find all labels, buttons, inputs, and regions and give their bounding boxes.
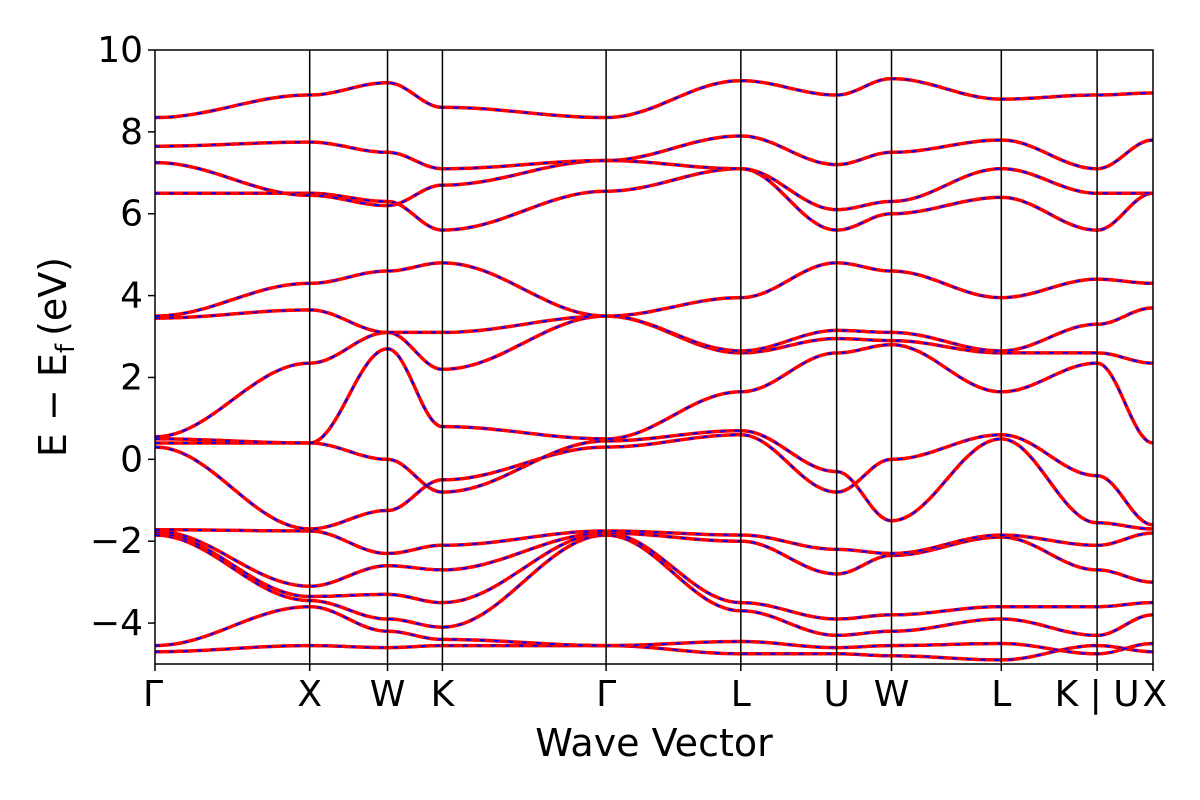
band-line-red-0 — [155, 643, 1153, 662]
band-line-blue-9 — [155, 315, 1153, 438]
x-tick-label-10: X — [1142, 674, 1167, 715]
band-line-blue-7 — [155, 429, 1153, 530]
y-tick-label-0: −4 — [90, 603, 143, 644]
x-tick-label-4: Γ — [596, 674, 616, 715]
x-tick-label-8: L — [991, 674, 1011, 715]
band-line-red-7 — [155, 428, 1153, 531]
band-line-blue-15 — [155, 77, 1153, 119]
band-line-red-15 — [155, 76, 1153, 120]
x-tick-label-3: K — [431, 674, 456, 715]
band-line-red-12 — [155, 166, 1153, 232]
band-line-blue-6 — [155, 433, 1153, 530]
band-line-red-4 — [155, 529, 1153, 588]
plot-frame — [154, 49, 1154, 665]
band-line-red-11 — [155, 261, 1153, 318]
band-line-red-10 — [155, 306, 1153, 353]
band-line-red-9 — [155, 314, 1153, 439]
y-tick-label-5: 6 — [120, 194, 143, 235]
band-line-blue-13 — [155, 159, 1153, 211]
x-tick-label-9: K | U — [1055, 674, 1140, 715]
x-tick-label-0: Γ — [143, 674, 163, 715]
band-line-blue-12 — [155, 167, 1153, 232]
y-tick-label-2: 0 — [120, 439, 143, 480]
y-axis-title-unit: (eV) — [31, 257, 75, 336]
band-line-red-6 — [155, 433, 1153, 531]
band-line-blue-2 — [155, 534, 1153, 637]
band-line-blue-11 — [155, 261, 1153, 318]
y-axis-title-main: E − E — [31, 353, 75, 457]
band-line-blue-4 — [155, 530, 1153, 588]
x-axis-title: Wave Vector — [535, 721, 773, 765]
x-tick-label-7: W — [874, 674, 910, 715]
y-tick-label-1: −2 — [90, 521, 143, 562]
y-axis-ticks: −4 −2 0 2 4 6 8 10 — [90, 30, 155, 644]
x-tick-label-1: X — [297, 674, 322, 715]
y-axis-title: E − Ef (eV) — [31, 257, 81, 457]
kpoint-divider-lines — [308, 50, 1098, 664]
bands-layer — [155, 76, 1153, 662]
band-line-red-8 — [155, 342, 1153, 445]
x-tick-label-5: L — [731, 674, 751, 715]
y-tick-label-4: 4 — [120, 276, 143, 317]
y-axis-title-subscript: f — [51, 343, 81, 353]
x-tick-label-2: W — [370, 674, 406, 715]
y-tick-label-3: 2 — [120, 357, 143, 398]
band-line-blue-10 — [155, 306, 1153, 352]
y-tick-label-6: 8 — [120, 112, 143, 153]
x-tick-label-6: U — [823, 674, 849, 715]
band-line-red-5 — [155, 527, 1153, 556]
band-line-blue-8 — [155, 343, 1153, 445]
y-tick-label-7: 10 — [97, 30, 143, 71]
